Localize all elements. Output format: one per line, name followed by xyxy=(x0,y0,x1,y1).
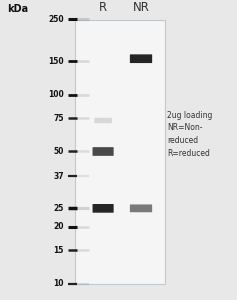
Bar xyxy=(75,20,165,283)
Text: 50: 50 xyxy=(54,147,64,156)
Text: kDa: kDa xyxy=(7,4,28,14)
FancyBboxPatch shape xyxy=(130,204,152,212)
Text: 25: 25 xyxy=(54,204,64,213)
Text: NR: NR xyxy=(132,2,150,14)
Text: 75: 75 xyxy=(54,114,64,123)
Text: 20: 20 xyxy=(54,222,64,231)
FancyBboxPatch shape xyxy=(130,54,152,63)
Text: 10: 10 xyxy=(54,279,64,288)
Text: 2ug loading
NR=Non-
reduced
R=reduced: 2ug loading NR=Non- reduced R=reduced xyxy=(167,111,212,158)
Text: 150: 150 xyxy=(48,57,64,66)
FancyBboxPatch shape xyxy=(92,147,114,156)
Text: R: R xyxy=(99,2,107,14)
Text: 250: 250 xyxy=(48,15,64,24)
Text: 37: 37 xyxy=(53,172,64,181)
FancyBboxPatch shape xyxy=(94,118,112,123)
FancyBboxPatch shape xyxy=(92,204,114,213)
Text: 100: 100 xyxy=(48,90,64,99)
Text: 15: 15 xyxy=(54,246,64,255)
